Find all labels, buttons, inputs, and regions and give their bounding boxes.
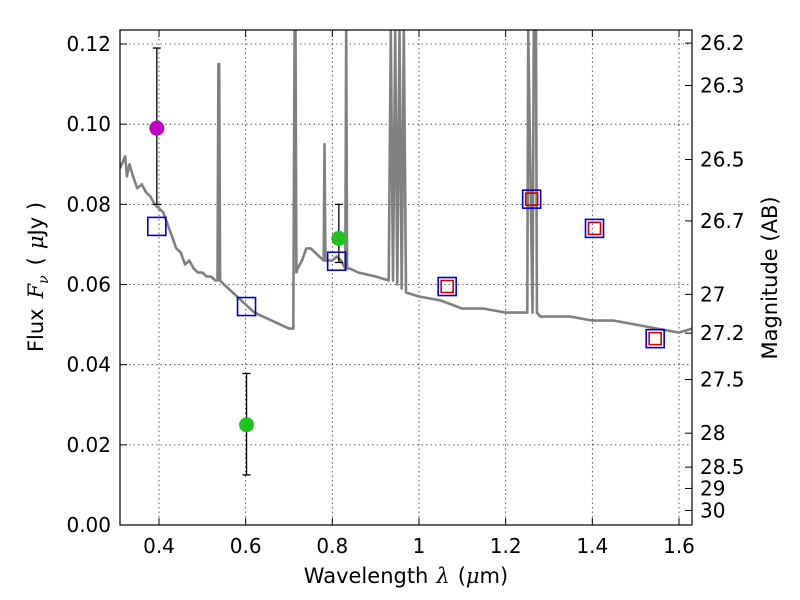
x-tick-label: 1.4 xyxy=(576,534,608,558)
y-tick-label: 0.06 xyxy=(66,273,111,297)
x-axis-label-mu: μ xyxy=(466,564,480,588)
y-axis-label: Flux Fν ( μJy ) xyxy=(24,202,52,352)
model-square-red xyxy=(587,221,602,236)
y2-tick-label: 27 xyxy=(700,282,725,306)
y2-tick-label: 27.2 xyxy=(700,321,745,345)
model-square-red xyxy=(648,331,662,346)
model-square-red xyxy=(524,192,539,206)
model-square-blue xyxy=(645,328,665,349)
x-tick-label: 1 xyxy=(413,534,426,558)
model-square-blue xyxy=(437,276,457,297)
y-axis-label-text: Flux xyxy=(24,308,48,352)
y-tick-label: 0.00 xyxy=(66,513,111,537)
x-axis-label-lambda: λ xyxy=(435,564,449,588)
y2-tick-label: 26.7 xyxy=(700,209,745,233)
grid xyxy=(120,30,692,526)
y-tick-label: 0.10 xyxy=(66,112,111,136)
x-axis-label: Wavelength λ (μm) xyxy=(304,564,508,588)
model-spectrum-layer xyxy=(120,30,692,334)
y-axis-label-open: ( xyxy=(24,257,48,265)
model-square-blue xyxy=(147,216,167,237)
model-square-blue xyxy=(326,251,347,272)
y-tick-label: 0.08 xyxy=(66,192,111,216)
model-square-blue xyxy=(236,296,257,317)
y-tick-label: 0.04 xyxy=(66,353,111,377)
y2-tick-label: 26.5 xyxy=(700,147,745,171)
observed-point xyxy=(331,230,347,246)
y2-tick-label: 26.2 xyxy=(700,31,745,55)
observed-point xyxy=(239,417,255,433)
x-tick-label: 1.2 xyxy=(490,534,522,558)
x-axis-label-unit: m) xyxy=(480,564,509,588)
ticks-layer: 0.4 0.6 0.8 1 1.2 1.4 1.6 0.00 0.02 0.04 0.06 0.08 0… xyxy=(66,30,745,558)
x-tick-label: 0.6 xyxy=(230,534,262,558)
y2-tick-label: 29 xyxy=(700,476,725,500)
y2-tick-label: 28 xyxy=(700,421,725,445)
x-tick-label: 1.6 xyxy=(663,534,695,558)
x-axis-label-text: Wavelength xyxy=(304,564,429,588)
y-tick-label: 0.02 xyxy=(66,433,111,457)
x-tick-label: 0.8 xyxy=(316,534,348,558)
y2-tick-label: 30 xyxy=(700,498,725,522)
model-square-blue xyxy=(521,189,542,209)
y-tick-label: 0.12 xyxy=(66,32,111,56)
model-square-red xyxy=(440,279,454,294)
plot-frame xyxy=(119,29,693,526)
y2-tick-label: 27.5 xyxy=(700,367,745,391)
observed-point xyxy=(149,120,165,136)
y2-tick-label: 28.5 xyxy=(700,455,745,479)
y-axis-label-f: F xyxy=(24,282,48,299)
x-tick-label: 0.4 xyxy=(143,534,175,558)
y-axis-label-nu: ν xyxy=(36,275,52,284)
y2-axis-label: Magnitude (AB) xyxy=(758,196,782,359)
markers-layer xyxy=(147,47,665,476)
y-axis-label-mu: μ xyxy=(24,235,48,249)
x-axis-label-open: ( xyxy=(458,564,466,588)
model-square-blue xyxy=(584,218,605,239)
y-axis-label-unit: Jy ) xyxy=(24,202,48,238)
y2-tick-label: 26.3 xyxy=(700,74,745,98)
model-spectrum-line xyxy=(120,30,692,334)
